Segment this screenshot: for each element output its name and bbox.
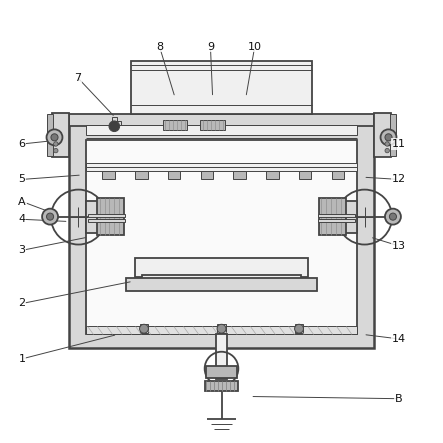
Circle shape xyxy=(47,213,54,220)
Text: 4: 4 xyxy=(19,214,26,224)
Bar xyxy=(86,326,357,334)
Bar xyxy=(206,366,237,378)
Bar xyxy=(69,124,374,348)
Bar xyxy=(88,214,125,217)
Bar xyxy=(47,114,53,156)
Circle shape xyxy=(217,324,226,333)
Text: 8: 8 xyxy=(156,42,163,51)
Bar xyxy=(319,198,346,235)
Circle shape xyxy=(385,148,389,153)
Bar xyxy=(299,171,311,179)
Bar xyxy=(205,381,238,391)
Circle shape xyxy=(54,142,58,146)
Circle shape xyxy=(381,129,396,145)
Bar xyxy=(112,121,121,125)
Bar xyxy=(69,114,374,126)
Bar xyxy=(86,125,357,135)
Text: 14: 14 xyxy=(392,334,406,344)
Bar xyxy=(135,171,148,179)
Bar xyxy=(266,171,279,179)
Bar xyxy=(168,171,180,179)
Circle shape xyxy=(295,324,303,333)
Bar xyxy=(163,120,187,130)
Bar xyxy=(86,163,357,167)
Bar xyxy=(374,113,391,157)
Text: 1: 1 xyxy=(19,354,26,364)
Bar xyxy=(390,114,396,156)
Circle shape xyxy=(140,324,148,333)
Bar xyxy=(86,167,357,171)
Text: 6: 6 xyxy=(19,139,26,149)
Text: 13: 13 xyxy=(392,241,406,251)
Text: 3: 3 xyxy=(19,245,26,255)
Circle shape xyxy=(385,209,401,225)
Circle shape xyxy=(385,134,392,141)
Bar xyxy=(88,219,125,222)
Text: 2: 2 xyxy=(19,299,26,308)
Bar xyxy=(337,201,357,233)
Bar xyxy=(140,324,148,333)
Circle shape xyxy=(51,134,58,141)
Bar xyxy=(332,171,344,179)
Text: B: B xyxy=(395,394,403,404)
Text: 11: 11 xyxy=(392,139,406,149)
Bar xyxy=(318,214,355,217)
Text: 9: 9 xyxy=(207,42,214,51)
Circle shape xyxy=(109,121,120,132)
Circle shape xyxy=(54,148,58,153)
Bar xyxy=(233,171,246,179)
Bar xyxy=(126,278,317,291)
Bar xyxy=(102,171,115,179)
Bar xyxy=(201,171,213,179)
Bar xyxy=(295,324,303,333)
Text: 10: 10 xyxy=(248,42,262,51)
Circle shape xyxy=(42,209,58,225)
Bar xyxy=(86,201,106,233)
Bar xyxy=(97,198,124,235)
Circle shape xyxy=(385,142,389,146)
Circle shape xyxy=(389,213,396,220)
Bar xyxy=(217,324,226,333)
Bar xyxy=(318,219,355,222)
Text: 12: 12 xyxy=(392,175,406,184)
Bar xyxy=(86,140,357,334)
Bar xyxy=(216,334,227,379)
Text: A: A xyxy=(18,197,26,206)
Circle shape xyxy=(47,129,62,145)
Bar xyxy=(142,275,301,280)
Text: 7: 7 xyxy=(74,73,81,82)
Bar xyxy=(52,113,69,157)
Bar xyxy=(131,61,312,114)
Text: 5: 5 xyxy=(19,175,26,184)
Bar xyxy=(112,117,117,125)
Bar xyxy=(135,258,308,277)
Bar xyxy=(200,120,225,130)
